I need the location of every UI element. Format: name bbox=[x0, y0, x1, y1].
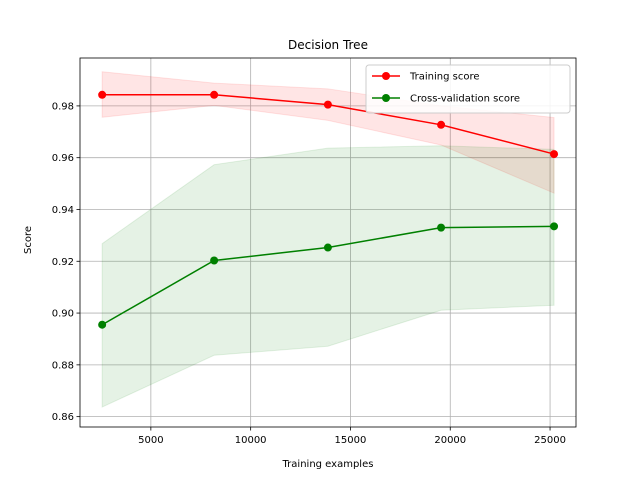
legend: Training score Cross-validation score bbox=[365, 64, 571, 114]
y-tick-label: 0.98 bbox=[52, 101, 74, 112]
data-point-training bbox=[550, 150, 559, 159]
data-point-training bbox=[98, 90, 107, 99]
legend-swatch-marker bbox=[382, 72, 390, 80]
plot-area: 5000 10000 15000 20000 25000 0.86 0.88 0.90 0.92… bbox=[52, 57, 577, 446]
data-point-cross-validation bbox=[210, 256, 219, 265]
y-tick-label: 0.94 bbox=[52, 205, 74, 216]
y-tick-label: 0.86 bbox=[52, 412, 74, 423]
y-axis-label: Score bbox=[23, 226, 34, 254]
y-tick-label: 0.88 bbox=[52, 360, 74, 371]
x-tick-label: 15000 bbox=[335, 435, 367, 446]
legend-label: Cross-validation score bbox=[410, 94, 520, 105]
data-point-training bbox=[323, 100, 332, 109]
confidence-band-cross-validation bbox=[101, 145, 555, 408]
confidence-band-training bbox=[101, 71, 555, 194]
x-tick-label: 20000 bbox=[434, 435, 466, 446]
chart-title: Decision Tree bbox=[288, 38, 368, 52]
data-point-cross-validation bbox=[437, 223, 446, 232]
data-point-training bbox=[437, 120, 446, 129]
data-point-training bbox=[210, 90, 219, 99]
x-axis-label: Training examples bbox=[282, 459, 374, 470]
data-point-cross-validation bbox=[550, 222, 559, 231]
y-tick-label: 0.96 bbox=[52, 153, 74, 164]
data-point-cross-validation bbox=[323, 243, 332, 252]
x-tick-label: 5000 bbox=[138, 435, 163, 446]
legend-swatch-marker bbox=[382, 94, 390, 102]
y-tick-label: 0.90 bbox=[52, 309, 74, 320]
legend-box bbox=[365, 64, 571, 114]
legend-label: Training score bbox=[409, 72, 480, 83]
x-tick-label: 25000 bbox=[534, 435, 566, 446]
data-point-cross-validation bbox=[98, 320, 107, 329]
y-tick-label: 0.92 bbox=[52, 257, 74, 268]
x-tick-label: 10000 bbox=[235, 435, 267, 446]
axes-frame bbox=[79, 57, 577, 428]
